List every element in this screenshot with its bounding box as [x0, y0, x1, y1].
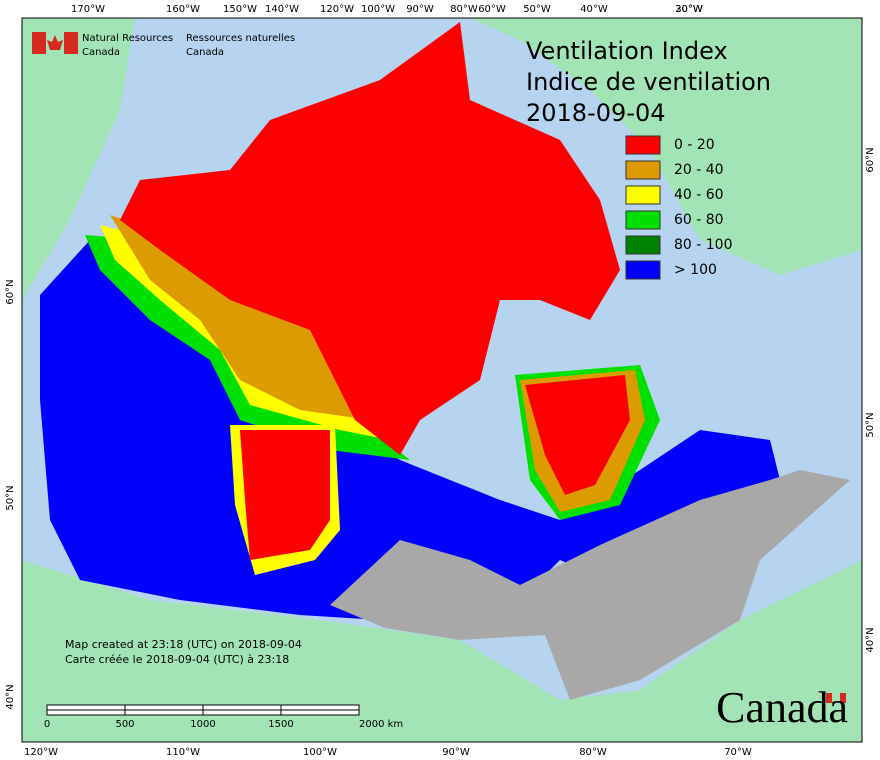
latitude-label: 40°N	[865, 627, 876, 652]
latitude-label: 50°N	[865, 412, 876, 437]
legend-swatch	[625, 160, 661, 180]
quebec-low	[525, 375, 630, 495]
longitude-label: 40°W	[580, 4, 608, 15]
longitude-label: 80°W	[450, 4, 478, 15]
scale-segment	[46, 704, 126, 711]
created-fr: Carte créée le 2018-09-04 (UTC) à 23:18	[65, 653, 289, 666]
scale-segment	[202, 709, 282, 716]
longitude-label: 110°W	[166, 747, 200, 758]
flag-left	[32, 32, 46, 54]
prairie-low	[240, 430, 330, 560]
title-fr: Indice de ventilation	[526, 68, 771, 96]
legend-label: 40 - 60	[674, 187, 724, 203]
wordmark-flag	[840, 693, 846, 703]
created-en: Map created at 23:18 (UTC) on 2018-09-04	[65, 638, 302, 651]
longitude-label: 120°W	[24, 747, 58, 758]
scale-segment	[124, 704, 204, 711]
legend-label: 60 - 80	[674, 212, 724, 228]
legend-label: 80 - 100	[674, 237, 733, 253]
longitude-label: 20°W	[675, 4, 703, 15]
agency-fr: Canada	[186, 47, 224, 58]
scale-segment	[202, 704, 282, 711]
latitude-label: 60°N	[865, 147, 876, 172]
legend-swatch	[625, 260, 661, 280]
longitude-label: 100°W	[303, 747, 337, 758]
scale-label: 2000 km	[359, 719, 403, 730]
usa	[22, 560, 862, 742]
longitude-label: 170°W	[71, 4, 105, 15]
longitude-label: 90°W	[442, 747, 470, 758]
title-date: 2018-09-04	[526, 99, 665, 127]
flag-right	[64, 32, 78, 54]
legend-label: 0 - 20	[674, 137, 715, 153]
band-20-40	[110, 215, 370, 420]
legend-label: > 100	[674, 262, 717, 278]
greenland	[470, 18, 862, 275]
legend-swatch	[625, 185, 661, 205]
alaska	[22, 18, 135, 300]
wordmark: Canada	[716, 683, 848, 732]
scale-segment	[280, 704, 360, 711]
scale-segment	[46, 709, 126, 716]
agency-en: Natural Resources	[82, 33, 173, 44]
longitude-label: 60°W	[478, 4, 506, 15]
title-en: Ventilation Index	[526, 37, 728, 65]
legend-swatch	[625, 135, 661, 155]
longitude-label: 160°W	[166, 4, 200, 15]
scale-segment	[124, 709, 204, 716]
longitude-label: 120°W	[320, 4, 354, 15]
latitude-label: 50°N	[5, 485, 16, 510]
scale-label: 1500	[268, 719, 293, 730]
scale-label: 0	[44, 719, 50, 730]
legend-label: 20 - 40	[674, 162, 724, 178]
latitude-label: 40°N	[5, 684, 16, 709]
longitude-label: 90°W	[406, 4, 434, 15]
longitude-label: 150°W	[223, 4, 257, 15]
longitude-label: 50°W	[523, 4, 551, 15]
wordmark-flag	[826, 693, 832, 703]
longitude-label: 140°W	[265, 4, 299, 15]
region-low	[120, 22, 620, 455]
latitude-label: 60°N	[5, 279, 16, 304]
agency-en: Canada	[82, 47, 120, 58]
no-data	[330, 470, 850, 700]
legend-swatch	[625, 210, 661, 230]
legend-swatch	[625, 235, 661, 255]
scale-label: 500	[115, 719, 134, 730]
longitude-label: 70°W	[724, 747, 752, 758]
agency-fr: Ressources naturelles	[186, 33, 295, 44]
longitude-label: 30°W	[675, 4, 703, 15]
longitude-label: 100°W	[361, 4, 395, 15]
frame	[21, 17, 863, 743]
flag-leaf	[47, 35, 63, 50]
longitude-label: 80°W	[579, 747, 607, 758]
scale-label: 1000	[190, 719, 215, 730]
scale-segment	[280, 709, 360, 716]
